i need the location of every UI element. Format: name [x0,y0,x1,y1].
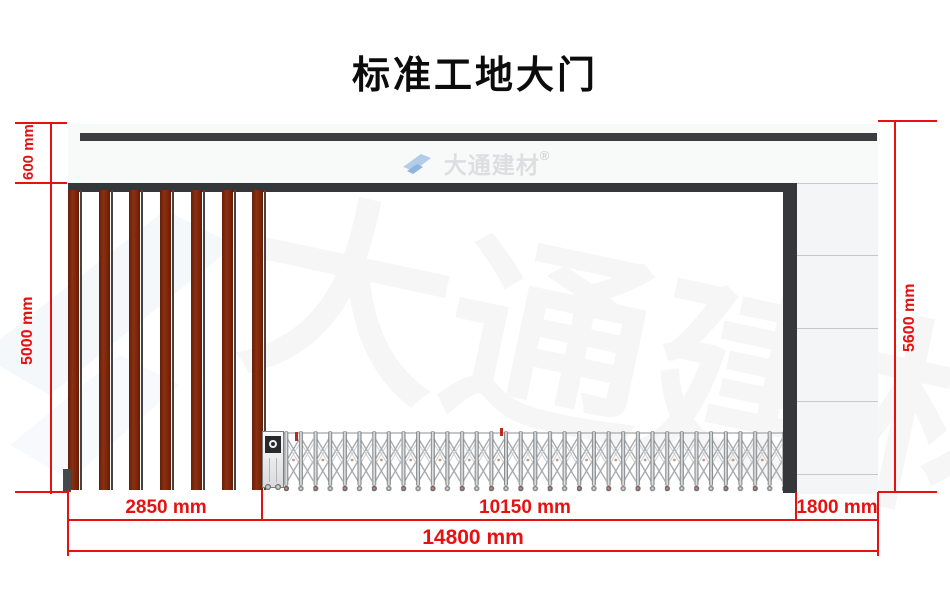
dim-tick [15,491,67,493]
gate-slat-shadow [264,190,267,490]
door-frame-post [783,183,797,493]
door-frame-header [68,183,797,192]
dim-tick [877,492,879,556]
dim-line-bottom-row1 [68,519,878,521]
gate-control-panel [265,436,281,453]
wall-joint-line [797,255,878,256]
dim-tick [67,490,69,556]
gate-wheel [265,484,271,490]
gate-slat-shadow [80,190,82,490]
gate-slat [68,190,79,490]
gate-motor-box [262,431,284,490]
page-title: 标准工地大门 [351,55,598,97]
dim-label-10150: 10150 mm [479,497,571,518]
brand-logo: 大通建材 ® [0,146,950,180]
gate-slat [221,190,233,490]
dim-line-left-vertical [50,123,52,494]
dim-tick [15,182,67,184]
dim-tick [795,492,797,521]
dim-label-14800: 14800 mm [422,526,524,549]
brand-swoosh-icon [402,154,431,174]
gate-box-groove [269,458,270,482]
registered-mark: ® [539,147,550,163]
gate-slat [98,190,110,490]
wall-joint-line [797,328,878,329]
gate-slat [252,190,264,490]
dim-line-right-vertical [894,121,896,493]
dim-tick [261,490,263,521]
retractable-gate [284,430,783,492]
gate-slat-shadow [110,190,113,490]
dim-tick [15,122,67,124]
wall-joint-line [797,474,878,475]
gate-slat [190,190,202,490]
dim-tick [878,120,937,122]
wall-joint-line [797,401,878,402]
gate-slat [160,190,172,490]
gate-red-flag [295,432,298,441]
right-wall-panel [797,183,878,494]
gate-red-flag [500,428,503,436]
gate-slat-shadow [233,190,236,490]
dim-line-bottom-row2 [68,550,878,552]
gate-box-groove [276,458,277,482]
gate-slat-shadow [141,190,144,490]
gate-slat [129,190,141,490]
dim-label-2850: 2850 mm [125,497,207,518]
gate-slat-shadow [202,190,205,490]
gate-slat-shadow [172,190,175,490]
dim-label-600: 600 mm [20,124,37,180]
dim-label-1800: 1800 mm [796,497,878,518]
ground-stopper [63,469,71,492]
dim-label-5000: 5000 mm [19,296,36,366]
gate-wheel [275,484,281,490]
brand-logo-text: 大通建材 [443,152,540,178]
dim-tick [878,491,937,493]
dim-label-5600: 5600 mm [901,283,918,353]
top-beam [80,133,877,141]
